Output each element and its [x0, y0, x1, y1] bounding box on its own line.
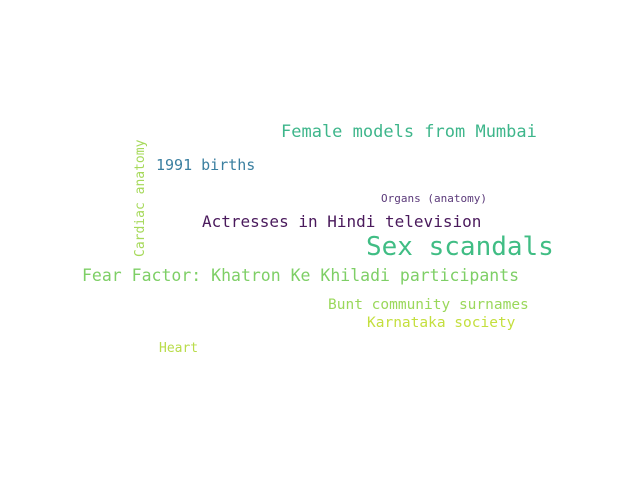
word-karnataka-society: Karnataka society: [367, 315, 516, 331]
word-organs-anatomy: Organs (anatomy): [381, 192, 487, 205]
word-fear-factor-participants: Fear Factor: Khatron Ke Khiladi particip…: [82, 266, 520, 285]
word-sex-scandals: Sex scandals: [366, 232, 554, 262]
word-bunt-community-surnames: Bunt community surnames: [328, 297, 529, 313]
word-heart: Heart: [159, 341, 199, 356]
word-1991-births: 1991 births: [156, 156, 256, 174]
word-actresses-in-hindi-television: Actresses in Hindi television: [202, 212, 482, 231]
word-female-models-from-mumbai: Female models from Mumbai: [281, 122, 537, 142]
word-cardiac-anatomy: Cardiac anatomy: [133, 139, 148, 257]
